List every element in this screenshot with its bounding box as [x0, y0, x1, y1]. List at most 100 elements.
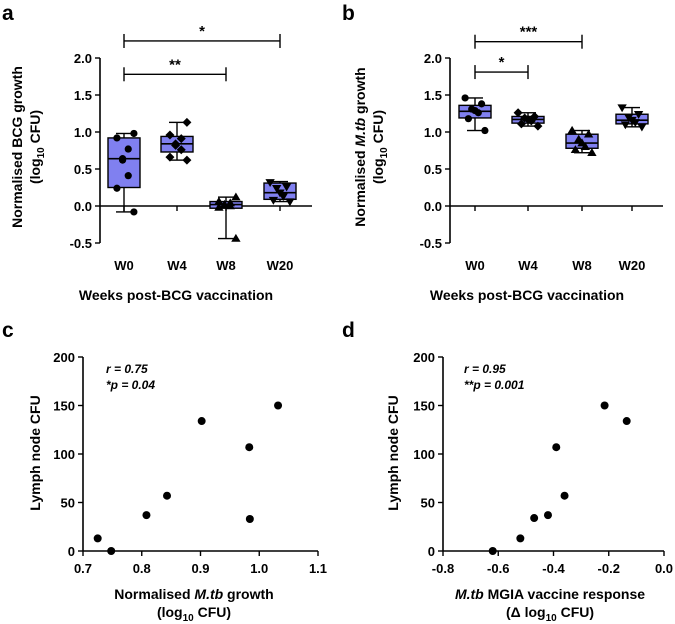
data-point-b	[587, 148, 597, 156]
panel-c: c 0 50 100 150 200 0.7 0.8 0.9 1.0 1.1 Lymph node…	[2, 319, 327, 624]
plot-a: -0.50.00.51.01.52.0W0 W4 W8 W20***	[70, 23, 312, 273]
y-tick-label-a: 1.5	[74, 88, 92, 103]
y-axis-label-a-line2: (log10 CFU)	[27, 110, 47, 184]
data-point-b	[567, 125, 577, 134]
data-point-a	[231, 233, 241, 242]
data-point-a	[124, 172, 132, 180]
x-tick-label-d: -0.4	[542, 561, 565, 576]
panel-a: a -0.50.00.51.01.52.0W0 W4 W8 W20*** Normal…	[2, 2, 312, 303]
y-axis-label-d: Lymph node CFU	[385, 395, 401, 510]
data-point-b	[570, 145, 581, 153]
y-axis-label-a: Normalised BCG growth (log10 CFU)	[9, 66, 47, 228]
panel-d-letter: d	[342, 319, 355, 342]
x-tick-label-b: W4	[518, 258, 538, 273]
data-point-d	[543, 511, 552, 520]
data-point-a	[165, 130, 175, 140]
data-point-c	[245, 443, 254, 452]
data-point-c	[197, 417, 206, 426]
data-point-d	[530, 514, 539, 523]
x-tick-label-d: -0.2	[598, 561, 620, 576]
x-tick-label-b: W0	[465, 258, 485, 273]
y-tick-label-a: 2.0	[74, 51, 92, 66]
data-point-a	[182, 155, 192, 165]
y-tick-label-d: 50	[421, 496, 435, 511]
x-axis-label-c-line1: Normalised M.tb growth	[114, 586, 273, 602]
x-tick-label-c: 0.8	[133, 561, 151, 576]
data-point-a	[113, 134, 121, 142]
y-tick-label-c: 150	[53, 399, 75, 414]
y-tick-label-c: 0	[68, 544, 75, 559]
data-point-a	[272, 185, 282, 193]
data-point-b	[533, 121, 543, 131]
x-axis-label-b: Weeks post-BCG vaccination	[430, 287, 624, 303]
data-point-b	[583, 129, 594, 138]
data-point-b	[481, 126, 489, 135]
x-tick-label-b: W20	[619, 258, 646, 273]
data-point-d	[622, 417, 631, 426]
data-point-a	[130, 208, 138, 216]
panel-d: d 0 50 100 150 200 -0.8 -0.6 -0.4 -0.2 0.0 Lymph …	[342, 319, 673, 624]
y-tick-label-b: 1.5	[424, 88, 442, 103]
data-point-b	[520, 113, 530, 123]
data-point-d	[516, 534, 525, 543]
data-point-b	[637, 123, 647, 132]
data-point-d	[600, 401, 609, 410]
sig-label-a: **	[169, 56, 181, 73]
data-point-d	[488, 547, 497, 555]
y-tick-label-b: 0.5	[424, 162, 442, 177]
data-point-c	[274, 401, 283, 410]
y-tick-label-c: 50	[61, 496, 75, 511]
data-point-a	[214, 196, 224, 205]
x-tick-label-b: W8	[572, 258, 592, 273]
y-tick-label-d: 150	[413, 399, 435, 414]
x-tick-label-a: W8	[216, 258, 236, 273]
data-point-b	[624, 113, 634, 122]
y-tick-label-b: 1.0	[424, 125, 442, 140]
stat-r-c: r = 0.75	[106, 362, 148, 376]
y-tick-label-d: 100	[413, 447, 435, 462]
data-point-b	[516, 119, 526, 129]
y-axis-label-a-line1: Normalised BCG growth	[9, 66, 25, 228]
x-tick-label-a: W20	[267, 258, 294, 273]
stat-p-d: **p = 0.001	[464, 378, 525, 392]
data-point-a	[182, 117, 192, 127]
data-point-c	[163, 491, 172, 500]
y-tick-label-c: 200	[53, 350, 75, 365]
sig-label-b: ***	[520, 24, 538, 41]
data-point-a	[176, 145, 186, 155]
y-tick-label-d: 0	[428, 544, 435, 559]
data-point-b	[513, 108, 523, 118]
sig-label-b: *	[499, 54, 505, 71]
y-tick-label-a: -0.5	[70, 236, 92, 251]
data-point-a	[165, 152, 175, 162]
data-point-a	[124, 145, 132, 153]
stat-r-d: r = 0.95	[464, 362, 506, 376]
x-axis-label-d-line1: M.tb MGIA vaccine response	[455, 586, 645, 602]
x-tick-label-c: 0.7	[74, 561, 92, 576]
x-axis-label-c-line2: (log10 CFU)	[157, 604, 231, 624]
y-tick-label-d: 200	[413, 350, 435, 365]
y-axis-label-c: Lymph node CFU	[27, 395, 43, 510]
data-point-b	[633, 111, 644, 119]
data-point-a	[130, 129, 138, 138]
plot-d: 0 50 100 150 200 -0.8 -0.6 -0.4 -0.2 0.0	[413, 350, 673, 576]
panel-b-letter: b	[342, 2, 355, 25]
data-point-a	[285, 198, 295, 207]
panel-c-letter: c	[2, 319, 14, 342]
y-tick-label-a: 0.0	[74, 199, 92, 214]
data-point-b	[530, 111, 540, 121]
panel-b: b -0.50.00.51.01.52.0W0 W4 W8 W20**** Norma…	[342, 2, 663, 303]
data-point-a	[171, 139, 181, 149]
data-point-a	[225, 198, 235, 207]
x-tick-label-c: 1.1	[309, 561, 327, 576]
data-point-b	[617, 104, 627, 113]
data-point-a	[281, 183, 292, 192]
x-axis-label-d-line2: (Δ log10 CFU)	[506, 604, 594, 624]
data-point-b	[464, 115, 472, 123]
x-tick-label-d: -0.6	[487, 561, 509, 576]
x-axis-label-a: Weeks post-BCG vaccination	[79, 287, 273, 303]
x-tick-label-a: W0	[114, 258, 134, 273]
x-tick-label-c: 0.9	[191, 561, 209, 576]
data-point-a	[231, 192, 241, 201]
